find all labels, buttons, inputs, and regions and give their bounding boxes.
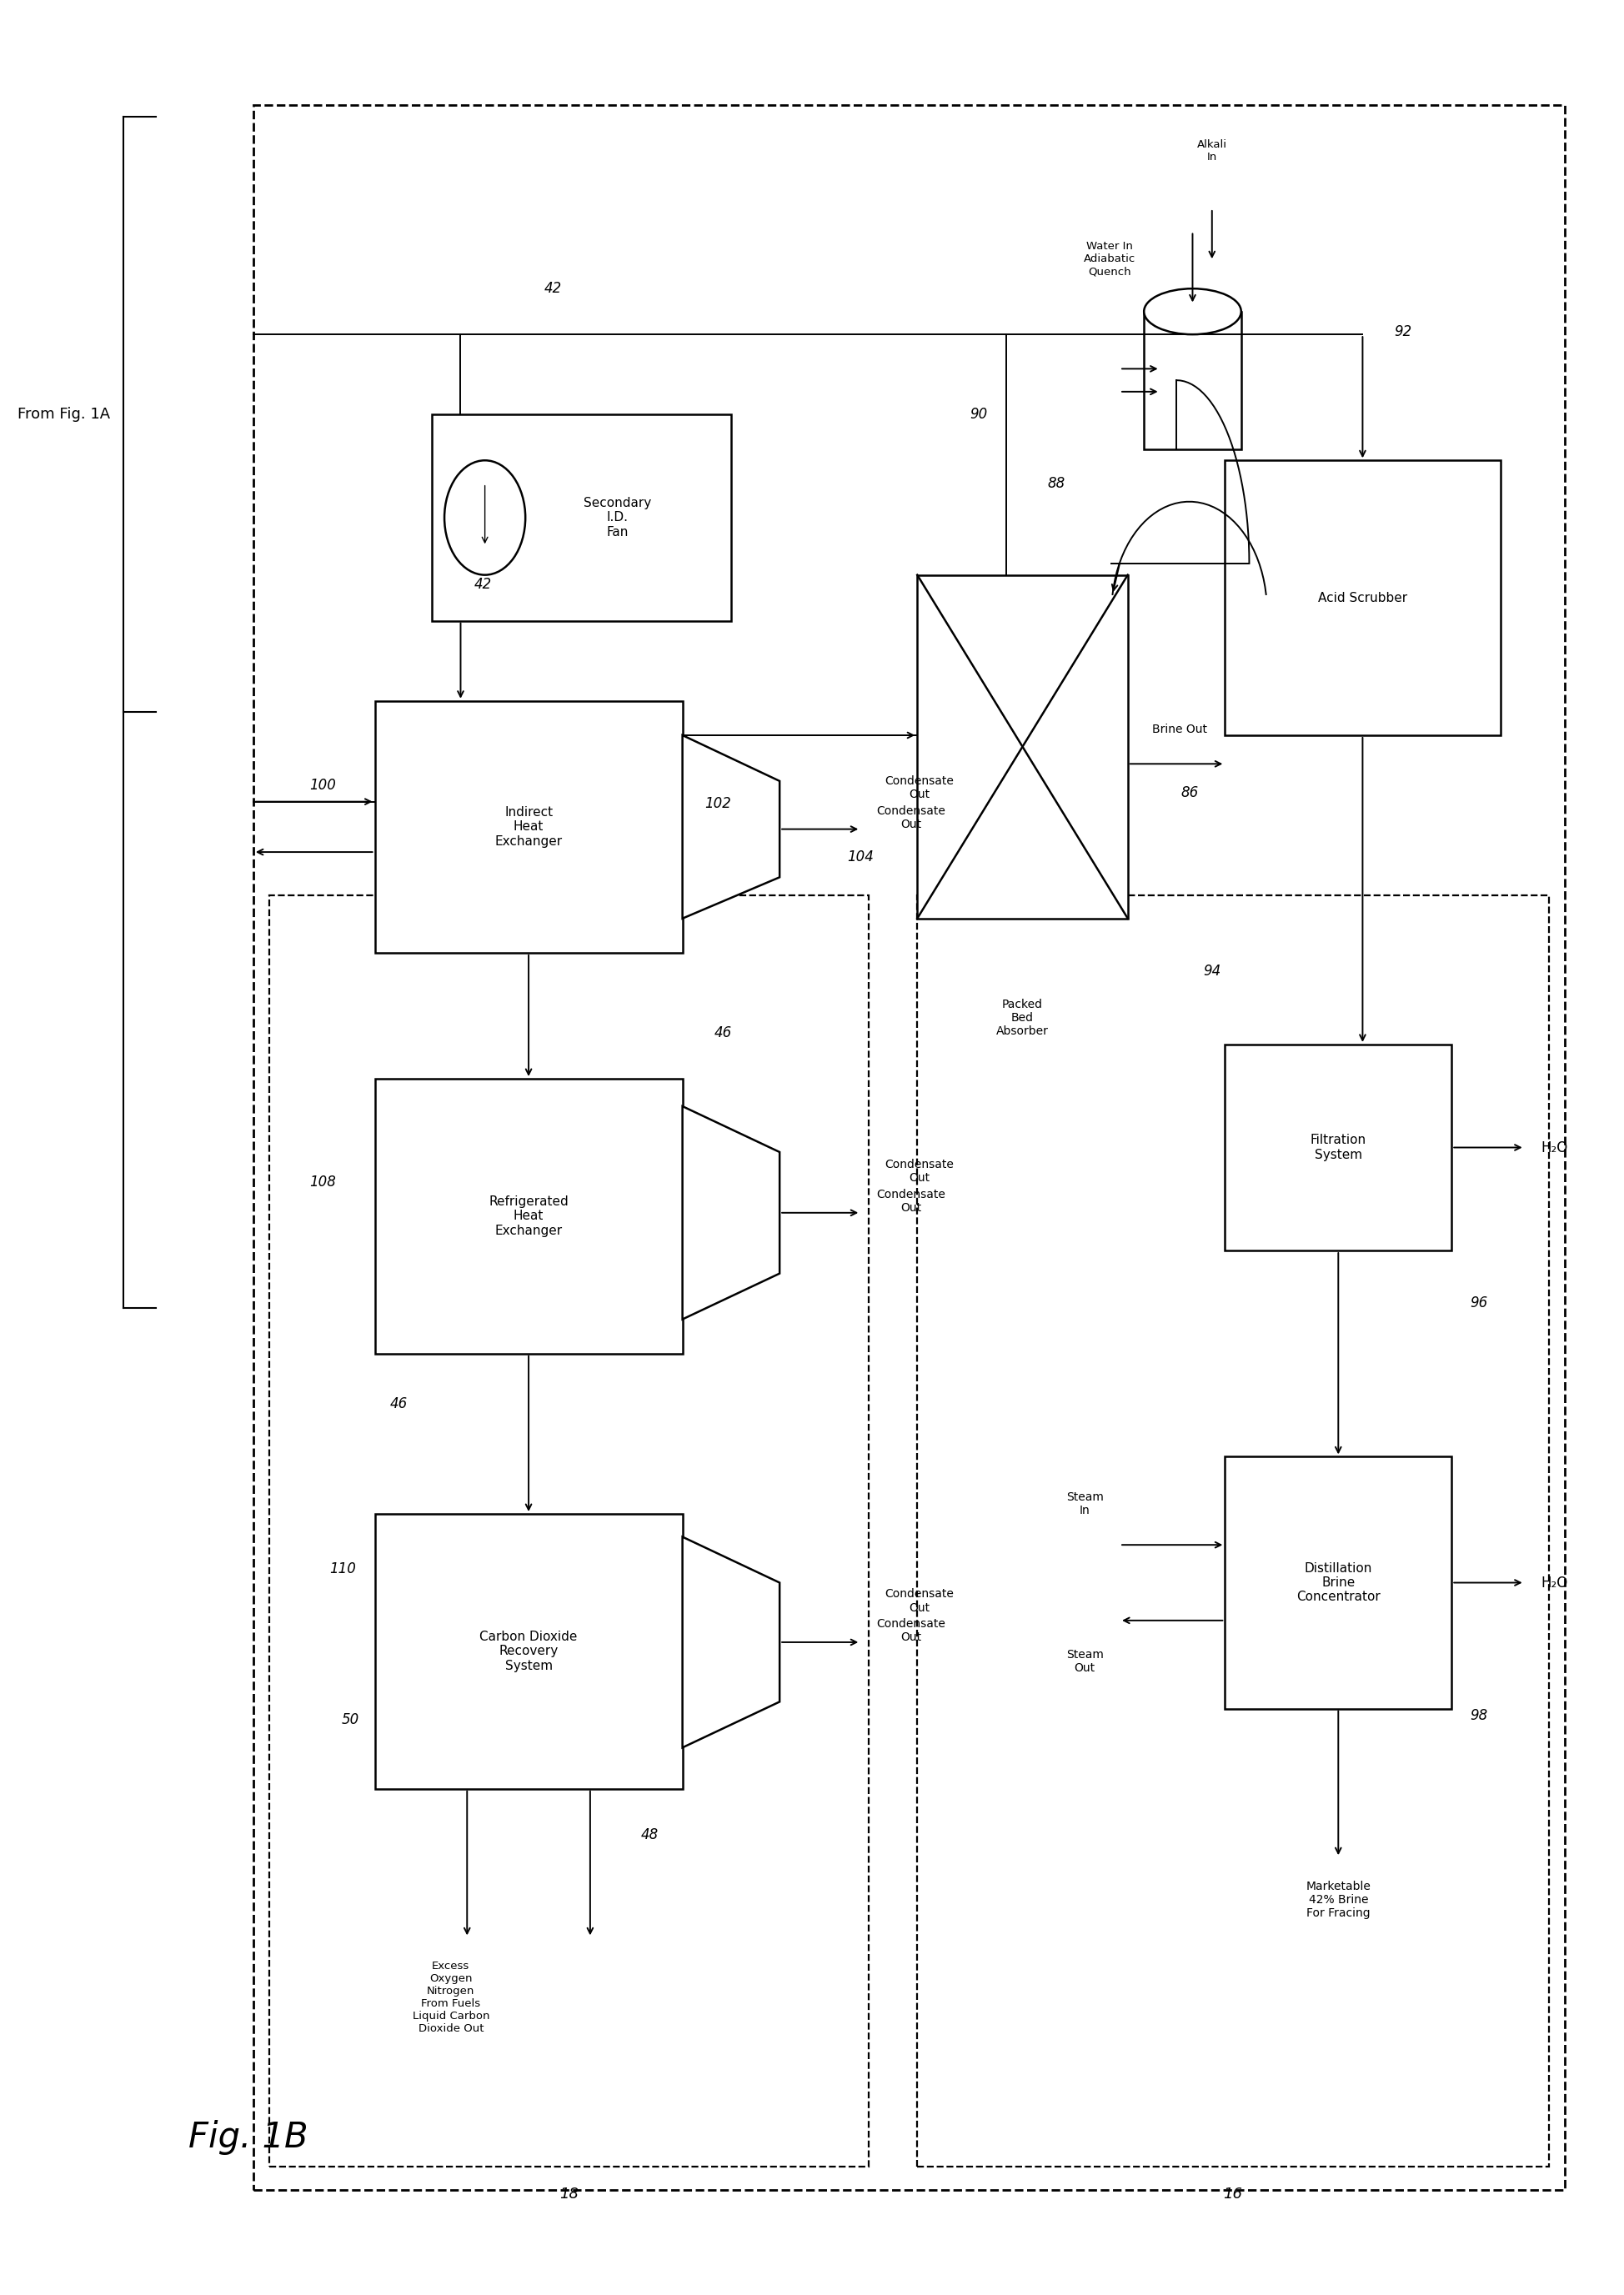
Text: 108: 108	[310, 1175, 336, 1189]
Text: 100: 100	[310, 778, 336, 794]
Ellipse shape	[1143, 289, 1241, 335]
Text: From Fig. 1A: From Fig. 1A	[18, 406, 110, 422]
Polygon shape	[682, 1106, 780, 1320]
Text: 16: 16	[1223, 2187, 1242, 2201]
Text: 46: 46	[390, 1398, 408, 1411]
Text: Steam
In: Steam In	[1065, 1492, 1103, 1517]
Bar	[1224, 1457, 1452, 1710]
Bar	[1224, 1044, 1452, 1251]
Text: Condensate
Out: Condensate Out	[885, 1588, 953, 1613]
Text: Indirect
Heat
Exchanger: Indirect Heat Exchanger	[495, 806, 562, 847]
Text: 92: 92	[1395, 324, 1411, 340]
Text: Steam
Out: Steam Out	[1065, 1650, 1103, 1675]
Text: 48: 48	[641, 1827, 659, 1843]
Text: Distillation
Brine
Concentrator: Distillation Brine Concentrator	[1296, 1563, 1380, 1604]
Text: Condensate
Out: Condensate Out	[885, 776, 953, 801]
Circle shape	[445, 461, 526, 576]
Text: Packed
Bed
Absorber: Packed Bed Absorber	[996, 998, 1049, 1037]
Text: Condensate
Out: Condensate Out	[885, 1159, 953, 1184]
Text: Water In
Adiabatic
Quench: Water In Adiabatic Quench	[1083, 241, 1135, 278]
Text: 88: 88	[1047, 475, 1065, 491]
Text: 98: 98	[1470, 1707, 1488, 1724]
Bar	[270, 895, 869, 2166]
Text: 86: 86	[1181, 785, 1199, 801]
Text: Alkali
In: Alkali In	[1197, 140, 1228, 163]
Text: 102: 102	[705, 796, 731, 812]
Text: Condensate
Out: Condensate Out	[877, 806, 945, 831]
Text: Carbon Dioxide
Recovery
System: Carbon Dioxide Recovery System	[479, 1632, 578, 1673]
Text: Condensate
Out: Condensate Out	[877, 1618, 945, 1643]
Bar	[1224, 461, 1501, 734]
Text: Secondary
I.D.
Fan: Secondary I.D. Fan	[583, 498, 651, 539]
Bar	[375, 1515, 682, 1788]
Text: Fig. 1B: Fig. 1B	[188, 2121, 309, 2155]
Bar	[918, 576, 1127, 918]
Text: Excess
Oxygen
Nitrogen
From Fuels
Liquid Carbon
Dioxide Out: Excess Oxygen Nitrogen From Fuels Liquid…	[412, 1960, 489, 2033]
Text: 50: 50	[341, 1712, 359, 1728]
Text: Refrigerated
Heat
Exchanger: Refrigerated Heat Exchanger	[489, 1196, 568, 1237]
Text: 42: 42	[474, 576, 492, 592]
Text: 90: 90	[970, 406, 987, 422]
Polygon shape	[682, 734, 780, 918]
Text: Acid Scrubber: Acid Scrubber	[1319, 592, 1408, 604]
Bar	[253, 106, 1566, 2189]
Text: Condensate
Out: Condensate Out	[877, 1189, 945, 1214]
Polygon shape	[682, 1538, 780, 1746]
Text: 46: 46	[715, 1026, 732, 1040]
Bar	[375, 700, 682, 952]
Bar	[1143, 312, 1241, 450]
Text: 94: 94	[1203, 964, 1221, 978]
Text: H₂O: H₂O	[1541, 1574, 1567, 1590]
Text: Filtration
System: Filtration System	[1311, 1134, 1366, 1161]
Bar	[432, 415, 731, 620]
Text: 18: 18	[560, 2187, 578, 2201]
Bar	[375, 1079, 682, 1354]
Text: 110: 110	[330, 1561, 356, 1577]
Text: 96: 96	[1470, 1297, 1488, 1310]
Text: Marketable
42% Brine
For Fracing: Marketable 42% Brine For Fracing	[1306, 1880, 1371, 1919]
Text: Brine Out: Brine Out	[1151, 723, 1207, 734]
Text: 42: 42	[544, 280, 562, 296]
Bar	[918, 895, 1549, 2166]
Text: H₂O: H₂O	[1541, 1141, 1567, 1154]
Text: 104: 104	[848, 849, 874, 865]
